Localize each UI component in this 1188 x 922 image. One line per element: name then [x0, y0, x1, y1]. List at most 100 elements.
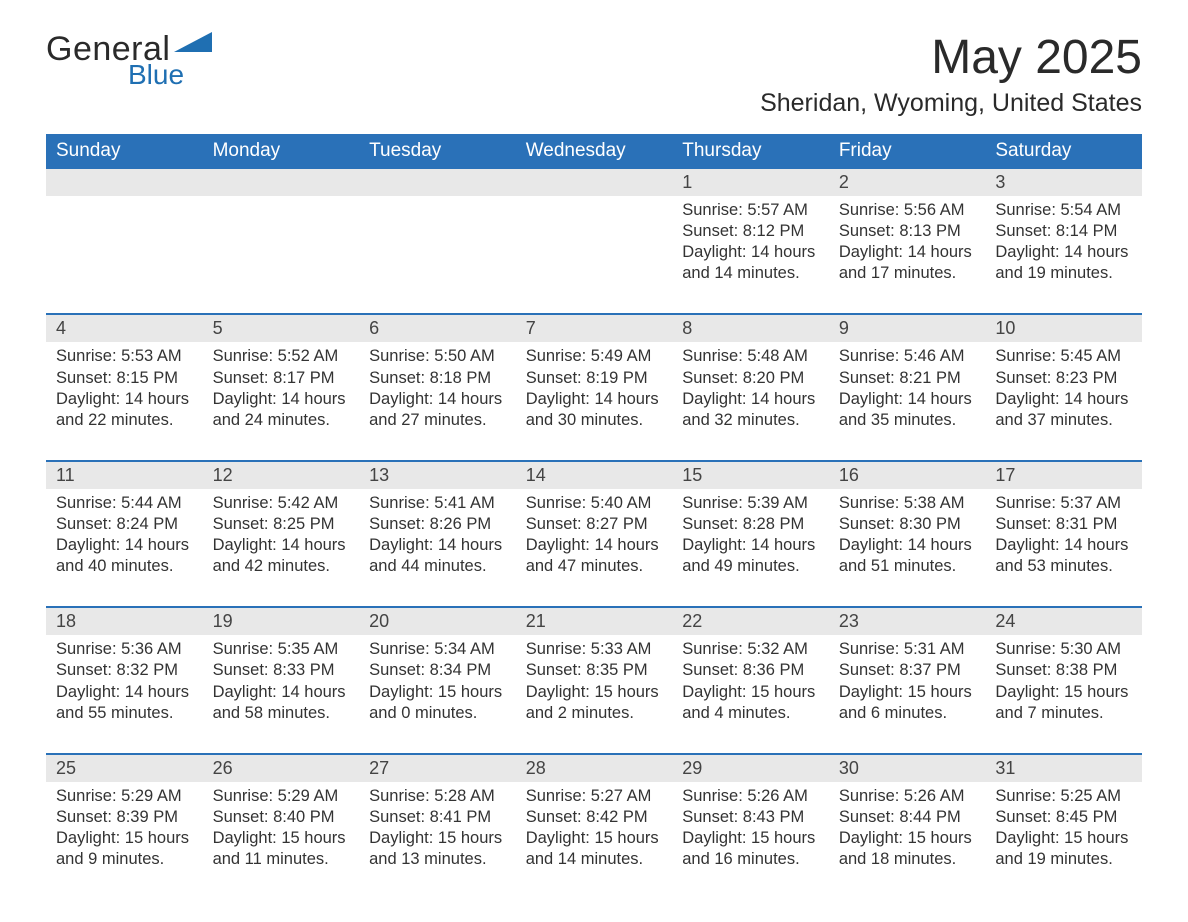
sunset-line: Sunset: 8:42 PM: [526, 807, 663, 828]
dow-thursday: Thursday: [672, 134, 829, 169]
daylight-line: Daylight: 15 hours and 16 minutes.: [682, 828, 819, 870]
daylight-line: Daylight: 14 hours and 37 minutes.: [995, 389, 1132, 431]
daylight-line: Daylight: 14 hours and 49 minutes.: [682, 535, 819, 577]
daylight-line: Daylight: 14 hours and 19 minutes.: [995, 242, 1132, 284]
daylight-line: Daylight: 15 hours and 19 minutes.: [995, 828, 1132, 870]
sunset-line: Sunset: 8:35 PM: [526, 660, 663, 681]
daylight-line: Daylight: 14 hours and 53 minutes.: [995, 535, 1132, 577]
location-subtitle: Sheridan, Wyoming, United States: [760, 89, 1142, 118]
page-header: General Blue May 2025 Sheridan, Wyoming,…: [46, 30, 1142, 128]
daylight-line: Daylight: 14 hours and 44 minutes.: [369, 535, 506, 577]
sunset-line: Sunset: 8:12 PM: [682, 221, 819, 242]
day-cell: Sunrise: 5:42 AMSunset: 8:25 PMDaylight:…: [203, 489, 360, 589]
dow-sunday: Sunday: [46, 134, 203, 169]
day-number-row: 25262728293031: [46, 754, 1142, 782]
sunrise-line: Sunrise: 5:56 AM: [839, 200, 976, 221]
sunrise-line: Sunrise: 5:26 AM: [682, 786, 819, 807]
daylight-line: Daylight: 15 hours and 6 minutes.: [839, 682, 976, 724]
day-number: 23: [839, 611, 859, 631]
day-number: 8: [682, 318, 692, 338]
daylight-line: Daylight: 14 hours and 17 minutes.: [839, 242, 976, 284]
day-cell: [203, 196, 360, 296]
day-cell: Sunrise: 5:53 AMSunset: 8:15 PMDaylight:…: [46, 342, 203, 442]
day-number: 24: [995, 611, 1015, 631]
brand-logo: General Blue: [46, 30, 212, 91]
sunrise-line: Sunrise: 5:38 AM: [839, 493, 976, 514]
day-number: 13: [369, 465, 389, 485]
day-of-week-row: SundayMondayTuesdayWednesdayThursdayFrid…: [46, 134, 1142, 169]
day-cell: Sunrise: 5:39 AMSunset: 8:28 PMDaylight:…: [672, 489, 829, 589]
day-number: 27: [369, 758, 389, 778]
sunrise-line: Sunrise: 5:36 AM: [56, 639, 193, 660]
day-cell: [516, 196, 673, 296]
day-number-row: 18192021222324: [46, 607, 1142, 635]
day-cell: Sunrise: 5:49 AMSunset: 8:19 PMDaylight:…: [516, 342, 673, 442]
day-number: 2: [839, 172, 849, 192]
day-cell: Sunrise: 5:35 AMSunset: 8:33 PMDaylight:…: [203, 635, 360, 735]
day-cell: Sunrise: 5:41 AMSunset: 8:26 PMDaylight:…: [359, 489, 516, 589]
day-number: 30: [839, 758, 859, 778]
sunrise-line: Sunrise: 5:28 AM: [369, 786, 506, 807]
sunrise-line: Sunrise: 5:53 AM: [56, 346, 193, 367]
day-number: 4: [56, 318, 66, 338]
day-number-row: 123: [46, 169, 1142, 196]
daylight-line: Daylight: 15 hours and 9 minutes.: [56, 828, 193, 870]
sunset-line: Sunset: 8:21 PM: [839, 368, 976, 389]
day-cell: Sunrise: 5:38 AMSunset: 8:30 PMDaylight:…: [829, 489, 986, 589]
daylight-line: Daylight: 14 hours and 58 minutes.: [213, 682, 350, 724]
sunset-line: Sunset: 8:15 PM: [56, 368, 193, 389]
sunset-line: Sunset: 8:36 PM: [682, 660, 819, 681]
daylight-line: Daylight: 14 hours and 14 minutes.: [682, 242, 819, 284]
calendar-table: SundayMondayTuesdayWednesdayThursdayFrid…: [46, 134, 1142, 882]
day-number: 29: [682, 758, 702, 778]
day-body-row: Sunrise: 5:44 AMSunset: 8:24 PMDaylight:…: [46, 489, 1142, 589]
day-number: 11: [56, 465, 75, 485]
day-number: 14: [526, 465, 546, 485]
sunrise-line: Sunrise: 5:52 AM: [213, 346, 350, 367]
sunrise-line: Sunrise: 5:27 AM: [526, 786, 663, 807]
sunrise-line: Sunrise: 5:33 AM: [526, 639, 663, 660]
daylight-line: Daylight: 14 hours and 47 minutes.: [526, 535, 663, 577]
day-cell: Sunrise: 5:33 AMSunset: 8:35 PMDaylight:…: [516, 635, 673, 735]
sunset-line: Sunset: 8:19 PM: [526, 368, 663, 389]
sunrise-line: Sunrise: 5:49 AM: [526, 346, 663, 367]
sunset-line: Sunset: 8:17 PM: [213, 368, 350, 389]
day-cell: Sunrise: 5:46 AMSunset: 8:21 PMDaylight:…: [829, 342, 986, 442]
brand-triangle-icon: [174, 32, 212, 52]
sunset-line: Sunset: 8:45 PM: [995, 807, 1132, 828]
sunset-line: Sunset: 8:14 PM: [995, 221, 1132, 242]
sunset-line: Sunset: 8:27 PM: [526, 514, 663, 535]
day-body-row: Sunrise: 5:36 AMSunset: 8:32 PMDaylight:…: [46, 635, 1142, 735]
day-cell: Sunrise: 5:37 AMSunset: 8:31 PMDaylight:…: [985, 489, 1142, 589]
day-number: 26: [213, 758, 233, 778]
sunrise-line: Sunrise: 5:46 AM: [839, 346, 976, 367]
day-cell: Sunrise: 5:48 AMSunset: 8:20 PMDaylight:…: [672, 342, 829, 442]
sunset-line: Sunset: 8:38 PM: [995, 660, 1132, 681]
sunset-line: Sunset: 8:40 PM: [213, 807, 350, 828]
day-cell: Sunrise: 5:32 AMSunset: 8:36 PMDaylight:…: [672, 635, 829, 735]
dow-friday: Friday: [829, 134, 986, 169]
sunset-line: Sunset: 8:34 PM: [369, 660, 506, 681]
day-cell: Sunrise: 5:54 AMSunset: 8:14 PMDaylight:…: [985, 196, 1142, 296]
sunrise-line: Sunrise: 5:26 AM: [839, 786, 976, 807]
day-cell: Sunrise: 5:57 AMSunset: 8:12 PMDaylight:…: [672, 196, 829, 296]
title-block: May 2025 Sheridan, Wyoming, United State…: [760, 30, 1142, 128]
day-body-row: Sunrise: 5:57 AMSunset: 8:12 PMDaylight:…: [46, 196, 1142, 296]
sunrise-line: Sunrise: 5:41 AM: [369, 493, 506, 514]
day-number: 19: [213, 611, 233, 631]
day-number-row: 11121314151617: [46, 461, 1142, 489]
day-number: 25: [56, 758, 76, 778]
sunset-line: Sunset: 8:44 PM: [839, 807, 976, 828]
sunset-line: Sunset: 8:37 PM: [839, 660, 976, 681]
day-number: 17: [995, 465, 1015, 485]
day-cell: [359, 196, 516, 296]
sunset-line: Sunset: 8:41 PM: [369, 807, 506, 828]
sunset-line: Sunset: 8:13 PM: [839, 221, 976, 242]
dow-tuesday: Tuesday: [359, 134, 516, 169]
daylight-line: Daylight: 15 hours and 0 minutes.: [369, 682, 506, 724]
daylight-line: Daylight: 15 hours and 14 minutes.: [526, 828, 663, 870]
day-cell: Sunrise: 5:26 AMSunset: 8:43 PMDaylight:…: [672, 782, 829, 882]
day-cell: Sunrise: 5:28 AMSunset: 8:41 PMDaylight:…: [359, 782, 516, 882]
sunrise-line: Sunrise: 5:48 AM: [682, 346, 819, 367]
day-number: 31: [995, 758, 1015, 778]
